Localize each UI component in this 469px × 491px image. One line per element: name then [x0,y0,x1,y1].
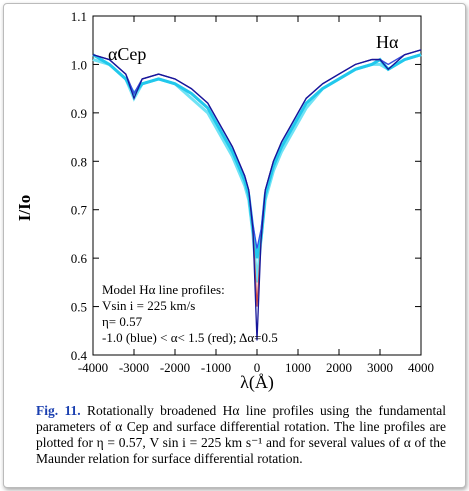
caption-text: Rotationally broadened Hα line profiles … [36,403,446,466]
note-line: η= 0.57 [102,314,143,329]
x-axis-label: λ(Å) [240,372,274,393]
y-tick-label: 0.7 [71,203,88,218]
annotation: Hα [376,32,399,52]
y-tick-label: 0.6 [71,251,88,266]
x-tick-label: -3000 [119,360,149,375]
y-tick-label: 0.4 [71,348,88,363]
x-tick-label: -1000 [201,360,231,375]
x-tick-label: 3000 [367,360,393,375]
note-line: Vsin i = 225 km/s [102,298,195,313]
x-tick-label: 2000 [326,360,352,375]
y-tick-label: 0.9 [71,106,87,121]
y-tick-label: 1.1 [71,9,87,24]
x-tick-label: 4000 [408,360,434,375]
x-tick-label: -2000 [160,360,190,375]
caption: Fig. 11. Rotationally broadened Hα line … [36,403,446,467]
profile-line [92,53,422,259]
annotation: αCep [108,44,146,64]
x-tick-label: 0 [254,360,261,375]
profile-line [92,49,422,341]
y-tick-label: 1.0 [71,57,87,72]
figure-frame [3,3,466,488]
x-tick-label: 1000 [285,360,311,375]
note-line: -1.0 (blue) < α< 1.5 (red); Δα=0.5 [102,330,278,345]
y-tick-label: 0.5 [71,300,87,315]
x-tick-label: -4000 [78,360,108,375]
y-tick-label: 0.8 [71,154,87,169]
chart: I/Io λ(Å) 0.40.50.60.70.80.91.01.1-4000-… [15,9,434,393]
y-axis-label: I/Io [15,195,34,221]
caption-label: Fig. 11. [36,403,81,418]
note-line: Model Hα line profiles: [102,282,225,297]
